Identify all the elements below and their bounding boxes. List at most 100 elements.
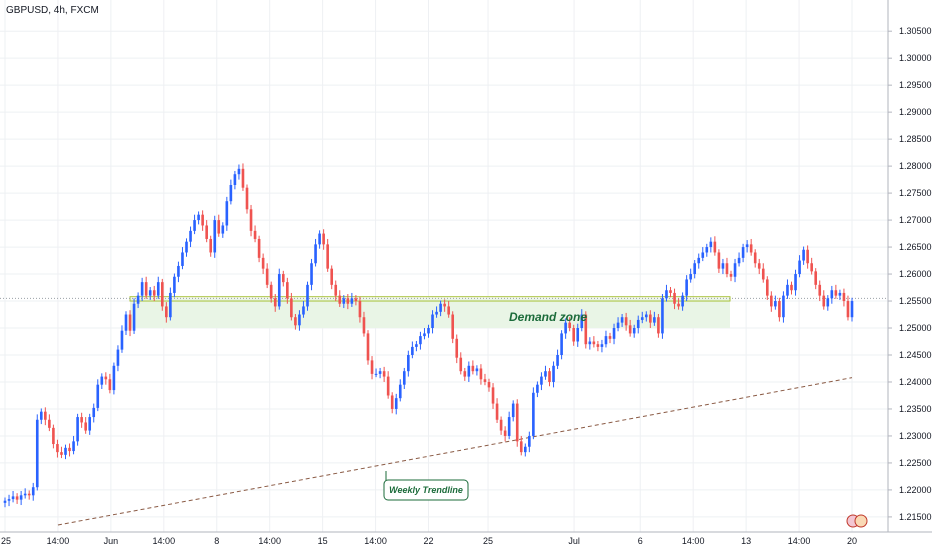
candle-body: [64, 447, 67, 455]
candle-body: [386, 376, 390, 396]
annotation-labels: Demand zone Weekly Trendline: [383, 310, 587, 501]
price-label: 1.22000: [899, 485, 932, 495]
candle-body: [560, 333, 563, 355]
price-label: 1.23000: [899, 431, 932, 441]
candle-body: [132, 303, 136, 331]
trendline-label: Weekly Trendline: [389, 485, 463, 495]
candle-body: [665, 290, 668, 299]
candle-body: [15, 496, 19, 500]
candle-body: [624, 317, 628, 326]
candle-body: [528, 435, 531, 447]
candle-body: [677, 303, 680, 307]
candle-body: [475, 368, 479, 372]
candle-body: [455, 338, 459, 358]
candle-body: [463, 371, 467, 377]
candle-body: [144, 282, 148, 296]
price-label: 1.30500: [899, 26, 932, 36]
candle-body: [197, 214, 200, 221]
candle-body: [366, 333, 370, 361]
candle-body: [580, 314, 584, 329]
candle-body: [487, 381, 491, 388]
candle-body: [273, 298, 277, 307]
candle-body: [148, 290, 152, 296]
candle-body: [160, 282, 164, 307]
candle-body: [398, 384, 402, 399]
date-label: 14:00: [788, 536, 811, 546]
price-label: 1.21500: [899, 512, 932, 522]
candle-body: [253, 230, 257, 239]
date-label: 14:00: [153, 536, 176, 546]
date-label: 14:00: [364, 536, 387, 546]
candle-body: [717, 252, 721, 269]
candle-body: [511, 403, 515, 418]
weekly-trendline: [57, 377, 853, 526]
candle-body: [523, 446, 527, 453]
candle-body: [326, 244, 329, 269]
candle-body: [661, 298, 664, 334]
candle-body: [100, 376, 104, 385]
candle-body: [681, 295, 684, 307]
candle-body: [451, 314, 455, 339]
candle-body: [3, 500, 7, 503]
candle-body: [298, 314, 301, 326]
candle-body: [653, 317, 656, 323]
candle-body: [435, 311, 438, 315]
candle-body: [205, 225, 208, 239]
candle-body: [116, 349, 120, 366]
candle-body: [576, 328, 580, 342]
candle-body: [56, 444, 59, 453]
candle-body: [552, 365, 555, 382]
candle-body: [209, 238, 213, 253]
candle-body: [753, 252, 757, 264]
date-label: 22: [423, 536, 433, 546]
candle-body: [185, 241, 188, 253]
candle-body: [229, 185, 233, 202]
candle-body: [346, 298, 350, 304]
candle-body: [310, 263, 313, 285]
candle-body: [277, 274, 281, 307]
candle-body: [782, 295, 785, 318]
candle-body: [495, 403, 499, 420]
candle-body: [749, 244, 753, 253]
price-label: 1.22500: [899, 458, 932, 468]
candle-body: [802, 249, 805, 261]
candle-body: [584, 314, 588, 345]
demand-zone-band: [129, 296, 731, 302]
candle-body: [774, 301, 777, 307]
flag-us-icon: [854, 514, 868, 528]
candle-body: [519, 441, 523, 453]
price-label: 1.27500: [899, 188, 932, 198]
trendline-line: [57, 377, 853, 526]
candle-body: [334, 284, 338, 296]
candle-body: [770, 295, 773, 307]
candle-body: [84, 422, 87, 431]
candle-body: [7, 499, 11, 501]
candle-body: [68, 447, 71, 452]
candle-body: [725, 263, 729, 275]
candle-body: [693, 263, 697, 275]
candle-body: [201, 214, 204, 226]
candle-body: [112, 365, 116, 391]
date-label: 14:00: [258, 536, 281, 546]
price-label: 1.30000: [899, 53, 932, 63]
candle-body: [745, 244, 749, 248]
candle-body: [249, 209, 253, 231]
candle-body: [431, 314, 434, 329]
date-label: 8: [214, 536, 219, 546]
date-label: 25: [483, 536, 493, 546]
candle-body: [19, 495, 23, 500]
candle-body: [136, 295, 140, 304]
date-label: 15: [318, 536, 328, 546]
candle-body: [181, 252, 184, 266]
candle-body: [322, 233, 325, 245]
candle-body: [701, 252, 705, 258]
candle-body: [842, 292, 846, 302]
candle-body: [11, 496, 15, 500]
candle-body: [257, 238, 261, 258]
candle-body: [92, 407, 96, 418]
candle-body: [806, 249, 809, 264]
candle-body: [689, 274, 692, 280]
candle-body: [503, 430, 507, 436]
candle-body: [838, 292, 842, 296]
